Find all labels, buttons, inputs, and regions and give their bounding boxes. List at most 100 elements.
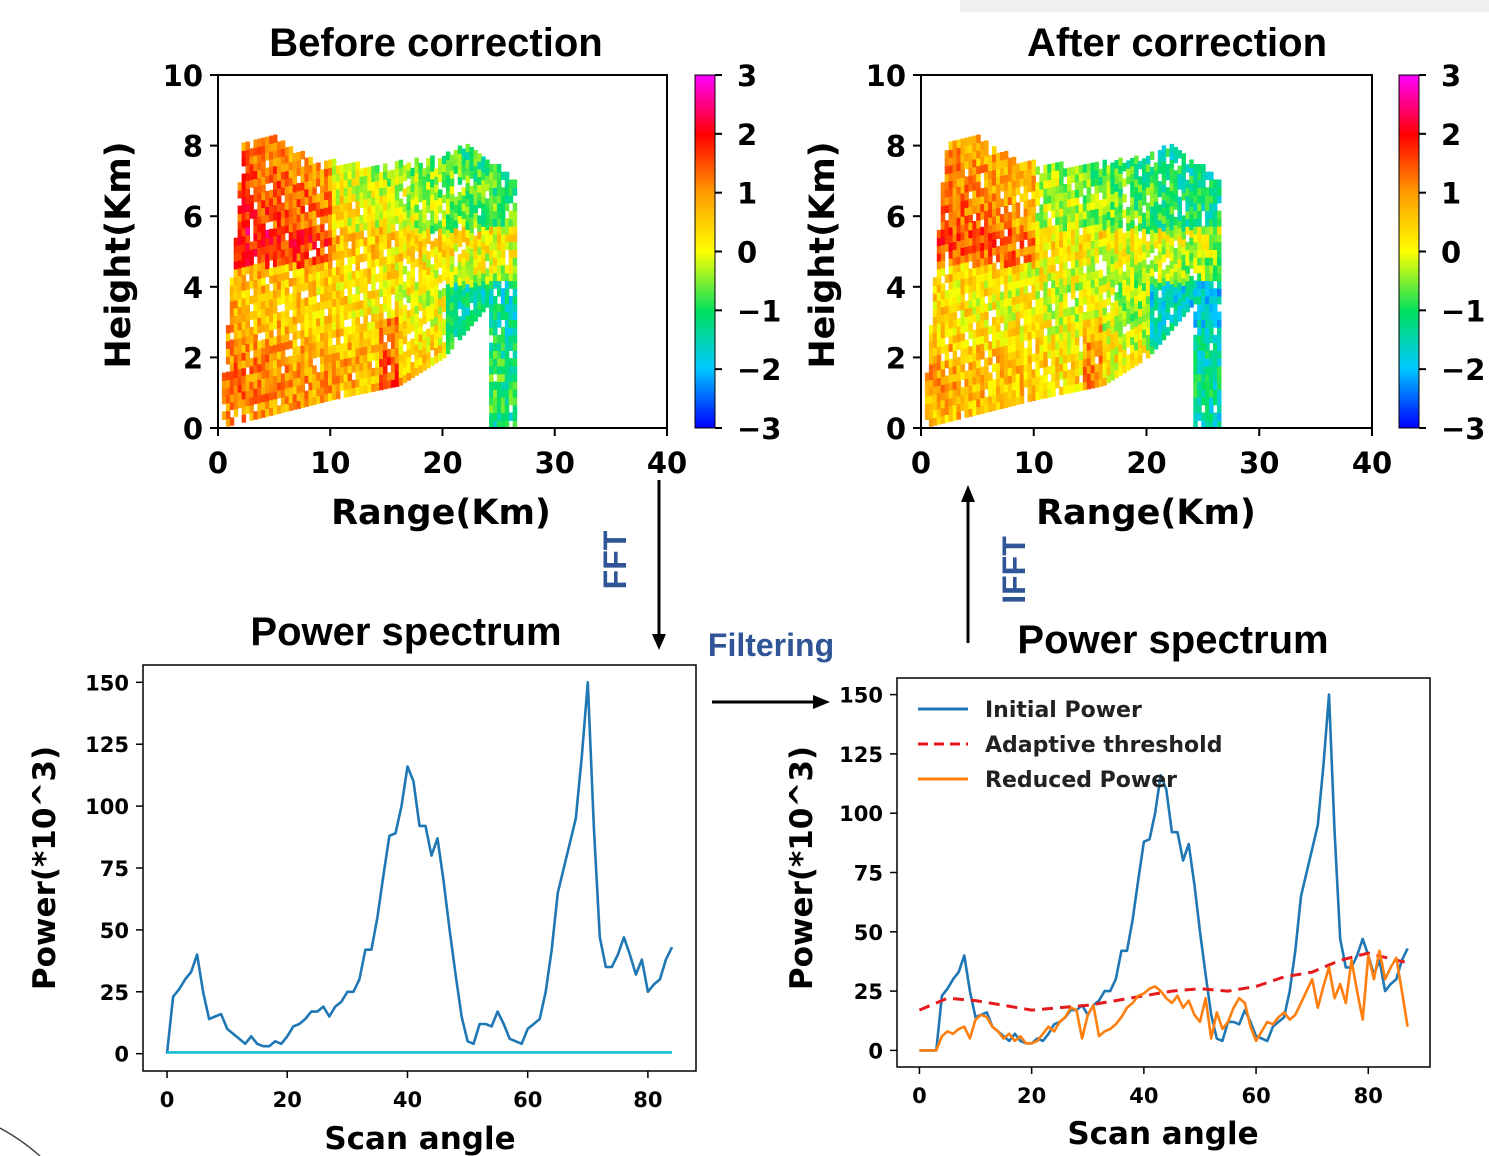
heat-cell bbox=[343, 358, 349, 367]
heat-cell bbox=[347, 178, 353, 188]
heat-cell bbox=[1161, 153, 1167, 162]
heat-cell bbox=[952, 148, 958, 157]
heat-cell bbox=[410, 214, 415, 223]
heat-cell bbox=[1142, 290, 1147, 299]
heat-cell bbox=[335, 313, 341, 322]
heat-cell bbox=[383, 256, 388, 266]
heat-cell bbox=[457, 254, 463, 263]
heat-cell bbox=[237, 291, 243, 300]
heat-cell bbox=[343, 202, 349, 212]
heat-cell bbox=[457, 199, 463, 209]
heat-cell bbox=[1193, 365, 1198, 375]
arrow-ifft bbox=[961, 485, 975, 643]
heat-cell bbox=[386, 232, 392, 241]
heat-cell bbox=[453, 282, 459, 291]
heat-cell bbox=[426, 274, 431, 283]
heat-cell bbox=[249, 389, 254, 398]
heat-cell bbox=[1110, 333, 1115, 342]
heat-cell bbox=[331, 267, 337, 276]
heat-cell bbox=[988, 255, 993, 265]
heat-cell bbox=[434, 191, 439, 201]
heat-cell bbox=[1165, 233, 1171, 243]
heat-cell bbox=[229, 386, 235, 395]
heat-cell bbox=[1149, 229, 1155, 238]
heat-cell bbox=[1134, 233, 1139, 242]
heat-cell bbox=[343, 365, 349, 375]
heat-cell bbox=[422, 183, 427, 193]
heat-cell bbox=[1193, 381, 1198, 390]
heat-cell bbox=[1153, 170, 1159, 179]
heat-cell bbox=[948, 195, 954, 205]
heat-cell bbox=[441, 272, 447, 281]
heat-cell bbox=[976, 336, 981, 345]
heat-cell bbox=[1023, 293, 1029, 302]
heat-cell bbox=[426, 258, 431, 268]
heat-cell bbox=[328, 221, 333, 231]
heat-cell bbox=[445, 205, 451, 215]
heat-cell bbox=[1149, 167, 1155, 176]
heat-cell bbox=[1011, 218, 1017, 228]
heat-cell bbox=[1003, 158, 1009, 168]
heat-cell bbox=[280, 256, 286, 266]
heat-cell bbox=[1043, 374, 1048, 383]
heat-cell bbox=[928, 395, 934, 404]
heat-cell bbox=[1201, 327, 1206, 336]
heat-cell bbox=[1138, 184, 1143, 193]
heat-cell bbox=[257, 356, 262, 365]
heat-cell bbox=[1027, 308, 1032, 317]
heat-cell bbox=[1023, 169, 1029, 178]
heat-cell bbox=[489, 396, 494, 406]
heat-cell bbox=[1165, 210, 1171, 219]
heat-cell bbox=[924, 380, 930, 389]
heat-cell bbox=[292, 378, 298, 387]
heat-cell bbox=[512, 412, 518, 421]
heat-cell bbox=[1118, 227, 1123, 236]
heat-cell bbox=[339, 289, 345, 298]
heat-cell bbox=[1063, 207, 1068, 216]
heat-cell bbox=[445, 190, 451, 199]
heat-cell bbox=[1074, 266, 1080, 276]
heat-cell bbox=[331, 352, 337, 362]
heat-cell bbox=[461, 210, 467, 219]
heat-cell bbox=[980, 265, 985, 274]
heat-cell bbox=[489, 319, 494, 328]
heat-cell bbox=[984, 218, 989, 227]
heat-cell bbox=[992, 286, 997, 295]
heat-cell bbox=[1130, 212, 1135, 221]
heat-cell bbox=[1134, 256, 1139, 265]
heat-cell bbox=[1134, 326, 1139, 335]
heat-cell bbox=[1110, 201, 1115, 210]
heat-cell bbox=[394, 199, 400, 209]
heat-cell bbox=[1055, 177, 1060, 187]
heat-cell bbox=[1181, 300, 1186, 310]
heat-cell bbox=[489, 233, 494, 243]
heat-cell bbox=[1217, 412, 1222, 421]
chart-title-after: After correction bbox=[1027, 21, 1327, 65]
heat-cell bbox=[944, 313, 950, 322]
heat-cell bbox=[312, 342, 317, 351]
heat-cell bbox=[1177, 258, 1182, 268]
heat-cell bbox=[1043, 366, 1048, 376]
heat-cell bbox=[1189, 229, 1194, 238]
heat-cell bbox=[418, 178, 423, 187]
heat-cell bbox=[996, 393, 1001, 403]
heat-cell bbox=[1161, 308, 1167, 317]
heat-cell bbox=[284, 271, 290, 280]
heat-cell bbox=[465, 322, 470, 331]
heat-cell bbox=[1134, 209, 1139, 219]
heat-cell bbox=[253, 155, 258, 164]
heat-cell bbox=[976, 204, 981, 213]
heat-cell bbox=[237, 228, 243, 238]
heat-cell bbox=[1217, 264, 1222, 274]
heat-cell bbox=[335, 359, 341, 369]
heat-cell bbox=[1173, 302, 1179, 311]
heat-cell bbox=[241, 406, 247, 415]
heat-cell bbox=[253, 271, 258, 280]
heat-cell bbox=[1197, 350, 1202, 359]
heat-cell bbox=[485, 175, 490, 184]
heat-cell bbox=[508, 389, 514, 398]
heat-cell bbox=[273, 321, 278, 330]
heat-cell bbox=[1153, 341, 1159, 350]
heat-cell bbox=[257, 278, 262, 287]
heat-cell bbox=[445, 198, 451, 207]
